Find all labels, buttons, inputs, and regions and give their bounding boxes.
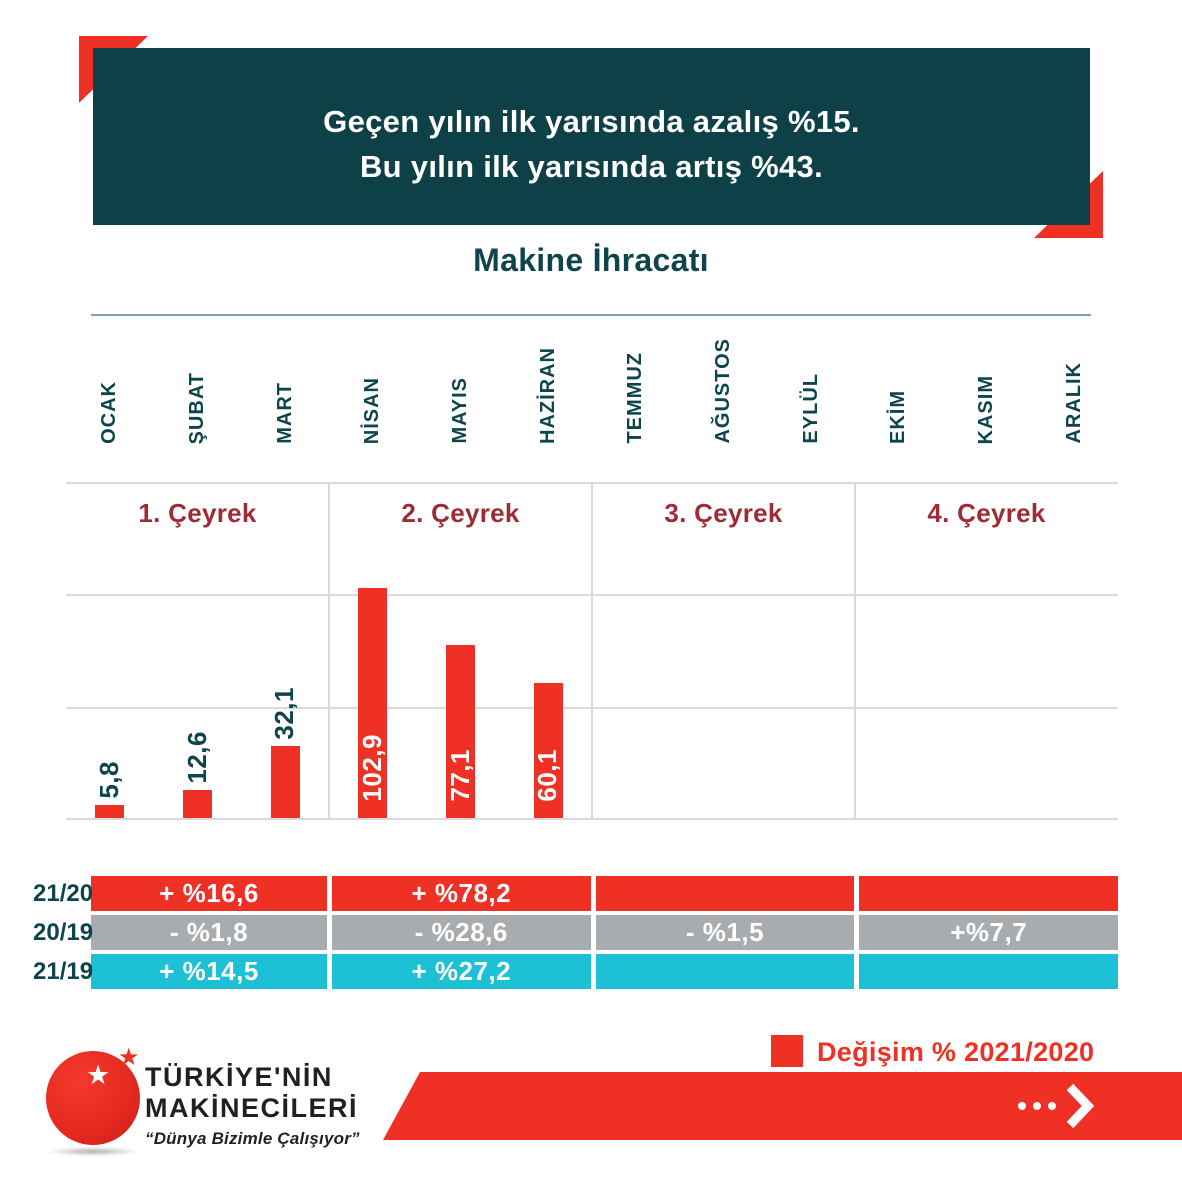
month-label: MAYIS <box>449 377 472 444</box>
month-label: ARALIK <box>1062 362 1085 444</box>
bar-value-label: 12,6 <box>181 731 212 784</box>
table-row-label: 21/19 <box>33 958 94 985</box>
table-cell <box>595 876 855 911</box>
logo-text: TÜRKİYE'NİN MAKİNECİLERİ “Dünya Bizimle … <box>145 1062 360 1149</box>
quarter-label: 3. Çeyrek <box>664 498 783 528</box>
bar-ocak <box>95 805 125 818</box>
arrow-dot <box>1033 1102 1041 1110</box>
table-cell: +%7,7 <box>859 915 1119 950</box>
month-label: NİSAN <box>361 376 384 444</box>
arrow-dot <box>1018 1102 1026 1110</box>
month-cell: AĞUSTOS <box>680 316 768 480</box>
month-cell: EYLÜL <box>767 316 855 480</box>
headline-line-2: Bu yılın ilk yarısında artış %43. <box>359 148 824 184</box>
month-label: HAZİRAN <box>536 347 559 444</box>
next-arrow-button[interactable] <box>1018 1072 1095 1140</box>
table-row-21-19: 21/19 + %14,5 + %27,2 <box>33 954 1119 989</box>
bar-value-label: 77,1 <box>444 749 475 802</box>
table-row-20-19: 20/19- %1,8- %28,6- %1,5 +%7,7 <box>33 915 1119 950</box>
quarter-label: 2. Çeyrek <box>401 498 520 528</box>
quarter-label: 4. Çeyrek <box>927 498 1046 528</box>
bar-value-label: 32,1 <box>269 687 300 740</box>
logo-name-line-1: TÜRKİYE'NİN <box>145 1062 333 1092</box>
chart-plot: 1. Çeyrek 2. Çeyrek 3. Çeyrek 4. Çeyrek 5,8 1… <box>66 482 1118 820</box>
logo-star-white-icon: ★ <box>86 1060 111 1090</box>
bar-hazi̇ran <box>533 683 563 818</box>
bar-mayis <box>446 645 475 818</box>
legend-swatch <box>771 1035 803 1067</box>
table-cell: - %28,6 <box>332 915 591 950</box>
table-cell: + %27,2 <box>332 954 591 989</box>
chart-title: Makine İhracatı <box>473 242 709 278</box>
month-cell: HAZİRAN <box>504 316 592 480</box>
month-label: KASIM <box>975 374 998 444</box>
bar-value-label: 5,8 <box>93 761 124 799</box>
bar-value-label: 60,1 <box>532 749 563 802</box>
quarter-divider <box>328 482 330 820</box>
table-cell: + %78,2 <box>332 876 591 911</box>
headline-line-1: Geçen yılın ilk yarısında azalış %15. <box>323 103 860 139</box>
month-cell: NİSAN <box>329 316 417 480</box>
bar-şubat <box>183 790 212 818</box>
change-table: 21/20 + %16,6 + %78,2 20/19- %1,8- %28,6- %… <box>33 876 1119 993</box>
month-label: ŞUBAT <box>186 371 208 444</box>
month-label: OCAK <box>98 381 121 444</box>
chevron-right-icon <box>1066 1083 1095 1129</box>
months-row: OCAK ŞUBAT MART NİSAN MAYIS HAZİRAN TEMMUZ AĞUS… <box>66 316 1118 480</box>
month-cell: OCAK <box>66 316 154 480</box>
legend-label: Değişim % 2021/2020 <box>817 1037 1095 1067</box>
month-label: AĞUSTOS <box>712 338 735 444</box>
arrow-dot <box>1048 1102 1056 1110</box>
logo-tagline: “Dünya Bizimle Çalışıyor” <box>145 1129 360 1148</box>
month-cell: MART <box>241 316 329 480</box>
quarter-divider <box>854 482 856 820</box>
month-cell: ARALIK <box>1030 316 1118 480</box>
table-cell <box>859 954 1119 989</box>
month-label: MART <box>273 382 296 444</box>
table-cell: - %1,5 <box>595 915 855 950</box>
quarter-label: 1. Çeyrek <box>138 498 257 528</box>
quarter-divider <box>591 482 593 820</box>
table-cell: + %16,6 <box>91 876 327 911</box>
bottom-ribbon <box>383 1072 1182 1140</box>
logo-star-red-icon: ★ <box>118 1044 140 1071</box>
table-row-21-20: 21/20 + %16,6 + %78,2 <box>33 876 1119 911</box>
table-cell <box>595 954 855 989</box>
bar-mart <box>270 746 300 818</box>
table-row-label: 20/19 <box>33 919 94 946</box>
title-divider <box>91 314 1091 316</box>
month-cell: KASIM <box>943 316 1031 480</box>
month-cell: TEMMUZ <box>592 316 680 480</box>
table-cell: + %14,5 <box>91 954 327 989</box>
bar-value-label: 102,9 <box>356 734 387 802</box>
headline-banner: Geçen yılın ilk yarısında azalış %15. Bu… <box>93 48 1090 225</box>
month-label: EKİM <box>887 390 910 444</box>
table-cell: - %1,8 <box>91 915 327 950</box>
table-cell <box>859 876 1119 911</box>
month-cell: EKİM <box>855 316 943 480</box>
logo-circle <box>46 1051 140 1145</box>
logo-name-line-2: MAKİNECİLERİ <box>145 1093 358 1123</box>
bar-ni̇san <box>358 588 388 818</box>
month-cell: ŞUBAT <box>154 316 242 480</box>
month-label: EYLÜL <box>799 373 822 444</box>
logo-shadow <box>46 1147 140 1156</box>
table-row-label: 21/20 <box>33 880 94 907</box>
month-cell: MAYIS <box>417 316 505 480</box>
month-label: TEMMUZ <box>624 352 647 444</box>
